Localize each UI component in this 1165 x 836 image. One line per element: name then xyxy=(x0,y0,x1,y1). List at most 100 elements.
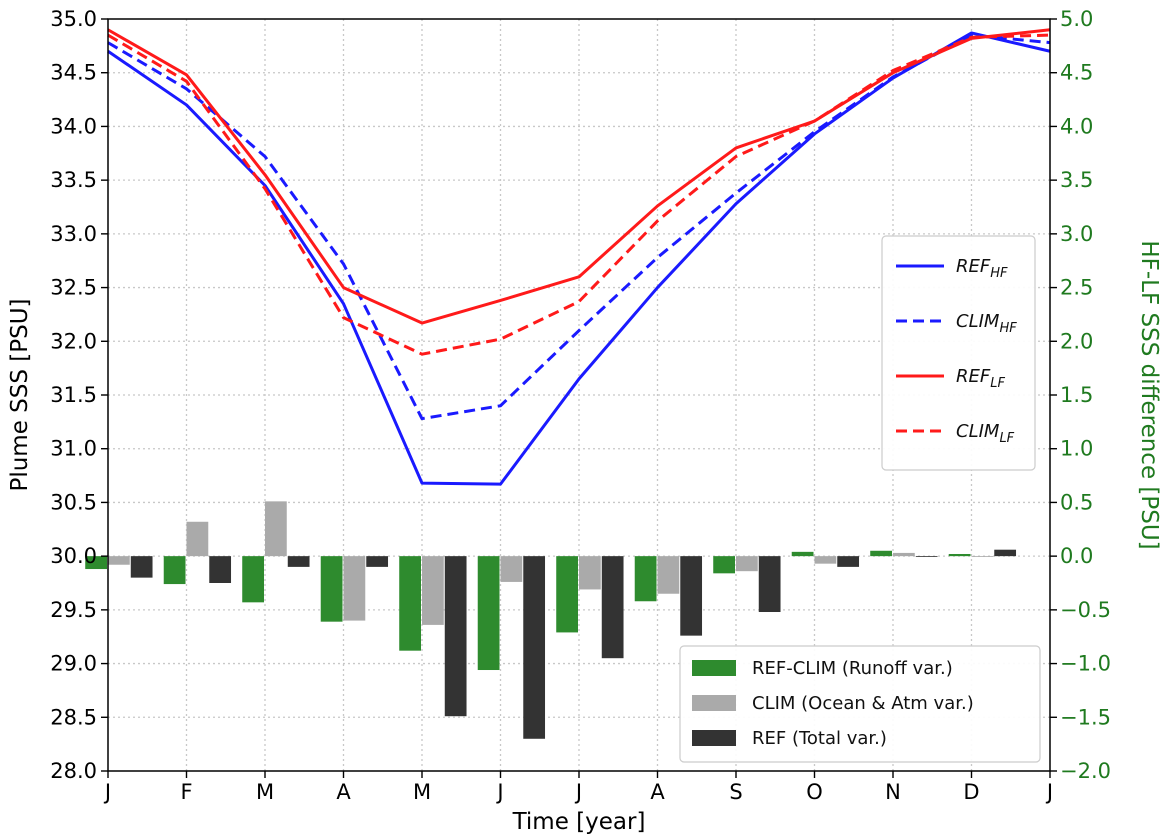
x-tick-label: J xyxy=(103,780,111,804)
bar xyxy=(444,556,467,717)
bar xyxy=(477,556,500,671)
bar xyxy=(556,556,578,633)
bar xyxy=(399,556,421,651)
right-tick-label: −1.0 xyxy=(1060,652,1111,676)
left-tick-label: 31.5 xyxy=(50,383,97,407)
right-axis-label: HF-LF SSS difference [PSU] xyxy=(1136,240,1162,549)
x-tick-label: F xyxy=(180,780,192,804)
left-tick-label: 32.0 xyxy=(50,329,97,353)
bar-legend: REF-CLIM (Runoff var.) CLIM (Ocean & Atm … xyxy=(679,645,1041,763)
bar xyxy=(500,556,523,582)
right-tick-label: 1.5 xyxy=(1060,383,1093,407)
bar xyxy=(163,556,186,585)
bar xyxy=(758,556,781,613)
left-tick-label: 31.0 xyxy=(50,437,97,461)
legend-label: REF (Total var.) xyxy=(752,728,887,749)
bar-series-group xyxy=(85,501,1017,739)
line-legend-box xyxy=(881,235,1036,471)
legend-label: REFHF xyxy=(956,256,1008,281)
bar xyxy=(601,556,624,659)
bar xyxy=(287,556,310,567)
right-tick-label: −1.5 xyxy=(1060,705,1111,729)
bar-legend-box xyxy=(679,645,1041,763)
right-tick-label: 1.0 xyxy=(1060,437,1093,461)
bar xyxy=(736,556,758,572)
bar xyxy=(634,556,657,602)
left-tick-label: 34.0 xyxy=(50,114,97,138)
legend-label: REF-CLIM (Runoff var.) xyxy=(752,658,953,679)
left-tick-label: 30.0 xyxy=(50,544,97,568)
left-tick-label: 34.5 xyxy=(50,61,97,85)
grid-lines xyxy=(108,19,1050,771)
right-tick-label: 4.0 xyxy=(1060,114,1093,138)
series-line xyxy=(107,28,1051,325)
bar xyxy=(948,553,971,557)
x-tick-label: J xyxy=(574,780,582,804)
bar xyxy=(265,501,287,557)
left-tick-label: 29.0 xyxy=(50,652,97,676)
x-tick-label: N xyxy=(885,780,901,804)
right-tick-label: 3.0 xyxy=(1060,222,1093,246)
left-tick-label: 32.5 xyxy=(50,276,97,300)
x-tick-label: A xyxy=(336,780,351,804)
bar xyxy=(108,556,130,565)
right-tick-label: −2.0 xyxy=(1060,759,1111,783)
right-tick-label: 0.0 xyxy=(1060,544,1093,568)
left-axis-tick-labels: 28.0 28.5 29.0 29.5 30.0 30.5 31.0 31.5 32.0 32.5… xyxy=(50,7,97,783)
x-tick-label: M xyxy=(413,780,431,804)
bar xyxy=(579,556,601,590)
bar xyxy=(870,550,892,557)
left-tick-label: 29.5 xyxy=(50,598,97,622)
legend-label: CLIM (Ocean & Atm var.) xyxy=(752,693,974,714)
bar xyxy=(366,556,389,567)
left-tick-label: 33.5 xyxy=(50,168,97,192)
right-tick-label: 0.5 xyxy=(1060,490,1093,514)
legend-swatch xyxy=(692,695,736,711)
left-tick-label: 28.5 xyxy=(50,705,97,729)
right-tick-label: 2.0 xyxy=(1060,329,1093,353)
bar xyxy=(242,556,264,603)
left-tick-label: 33.0 xyxy=(50,222,97,246)
right-tick-label: −0.5 xyxy=(1060,598,1111,622)
bar xyxy=(657,556,680,594)
bar xyxy=(422,556,444,625)
right-tick-label: 3.5 xyxy=(1060,168,1093,192)
bar xyxy=(971,556,994,557)
bar xyxy=(915,556,938,557)
legend-label: CLIMLF xyxy=(956,421,1015,446)
x-tick-label: M xyxy=(256,780,274,804)
x-axis-label: Time [year] xyxy=(512,809,646,835)
bar xyxy=(837,556,860,567)
bar xyxy=(814,556,837,564)
x-tick-label: D xyxy=(963,780,979,804)
x-tick-label: A xyxy=(650,780,665,804)
bar xyxy=(791,551,814,557)
right-axis-tick-labels: −2.0 −1.5 −1.0 −0.5 0.0 0.5 1.0 1.5 2.0 2.5 3.0 3.5… xyxy=(1060,7,1111,783)
left-axis-label: Plume SSS [PSU] xyxy=(7,298,33,491)
x-tick-label: O xyxy=(806,780,823,804)
axis-ticks xyxy=(101,18,1057,778)
bar xyxy=(343,556,366,621)
bar xyxy=(209,556,232,583)
bar xyxy=(523,556,546,739)
series-line xyxy=(107,33,1051,356)
x-tick-label: J xyxy=(1045,780,1053,804)
x-tick-label: J xyxy=(495,780,503,804)
right-tick-label: 2.5 xyxy=(1060,276,1093,300)
bar xyxy=(680,556,703,636)
left-tick-label: 35.0 xyxy=(50,7,97,31)
bar xyxy=(893,552,915,557)
line-legend: REFHF CLIMHF REFLF CLIMLF xyxy=(881,235,1036,471)
left-tick-label: 30.5 xyxy=(50,490,97,514)
series-line xyxy=(107,33,1051,421)
left-tick-label: 28.0 xyxy=(50,759,97,783)
right-tick-label: 4.5 xyxy=(1060,61,1093,85)
legend-label: CLIMHF xyxy=(956,311,1017,336)
bar xyxy=(130,556,153,578)
bar xyxy=(320,556,343,622)
bar xyxy=(713,556,735,574)
legend-swatch xyxy=(692,660,736,676)
bar xyxy=(85,556,107,570)
